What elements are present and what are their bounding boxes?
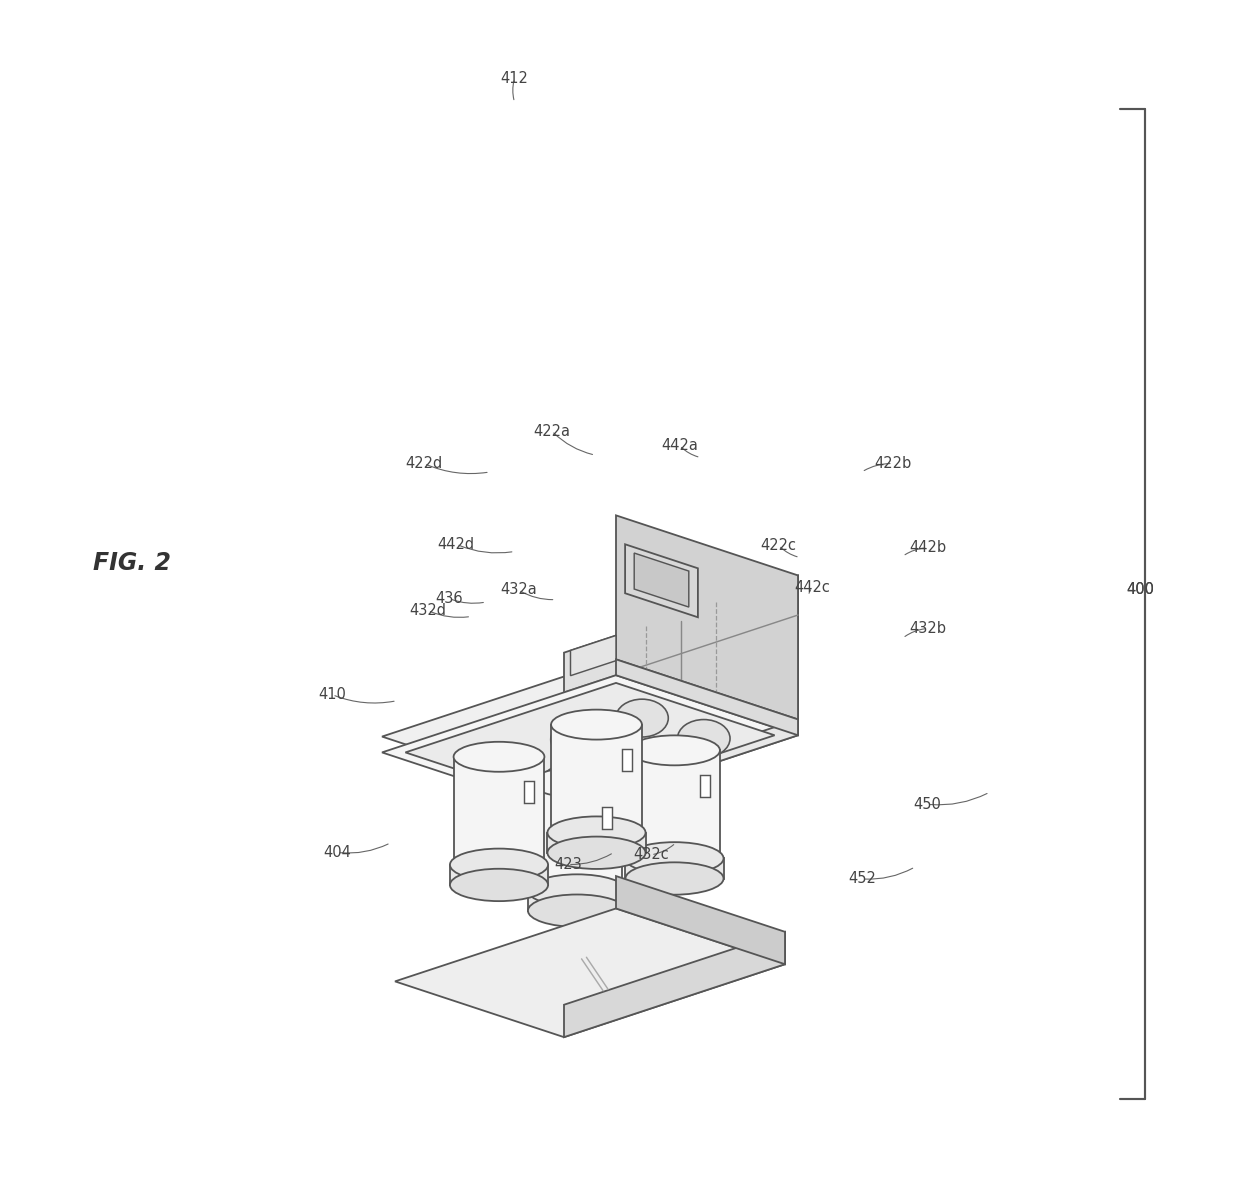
Text: 432b: 432b — [909, 621, 946, 636]
Polygon shape — [551, 725, 642, 833]
Text: 436: 436 — [435, 591, 463, 606]
Polygon shape — [625, 858, 724, 879]
Ellipse shape — [625, 862, 724, 895]
Ellipse shape — [613, 740, 665, 779]
Ellipse shape — [532, 875, 622, 905]
Polygon shape — [625, 544, 698, 618]
Ellipse shape — [479, 744, 532, 783]
Polygon shape — [396, 909, 785, 1037]
Polygon shape — [405, 683, 775, 804]
Polygon shape — [564, 932, 785, 1037]
Polygon shape — [450, 864, 548, 885]
Ellipse shape — [551, 721, 604, 759]
Bar — [525, 781, 534, 803]
Ellipse shape — [450, 849, 548, 881]
Text: 422a: 422a — [533, 424, 570, 438]
Text: 442c: 442c — [795, 580, 830, 595]
Ellipse shape — [551, 709, 642, 739]
Ellipse shape — [677, 720, 730, 757]
Ellipse shape — [547, 837, 646, 869]
Polygon shape — [532, 783, 622, 891]
Ellipse shape — [528, 895, 626, 927]
Ellipse shape — [551, 818, 642, 848]
Text: 404: 404 — [324, 845, 351, 860]
Polygon shape — [564, 576, 799, 797]
Text: 422b: 422b — [874, 456, 911, 471]
Ellipse shape — [547, 816, 646, 849]
Bar — [603, 807, 613, 828]
Ellipse shape — [629, 736, 720, 766]
Text: 432d: 432d — [409, 603, 446, 618]
Bar — [699, 774, 711, 797]
Ellipse shape — [625, 842, 724, 874]
Polygon shape — [634, 553, 688, 607]
Polygon shape — [382, 660, 799, 797]
Bar — [622, 749, 632, 771]
Ellipse shape — [450, 869, 548, 901]
Polygon shape — [528, 891, 626, 910]
Text: 422c: 422c — [760, 538, 797, 553]
Polygon shape — [547, 833, 646, 852]
Polygon shape — [616, 515, 799, 720]
Polygon shape — [454, 757, 544, 864]
Text: 422d: 422d — [405, 456, 443, 471]
Text: 452: 452 — [848, 872, 875, 886]
Polygon shape — [616, 660, 799, 736]
Text: 400: 400 — [1127, 583, 1154, 597]
Ellipse shape — [454, 742, 544, 772]
Text: FIG. 2: FIG. 2 — [93, 551, 171, 576]
Text: 450: 450 — [914, 797, 941, 811]
Text: 442d: 442d — [438, 537, 475, 551]
Ellipse shape — [532, 767, 622, 797]
Text: 412: 412 — [501, 71, 528, 85]
Polygon shape — [570, 636, 616, 675]
Ellipse shape — [629, 843, 720, 873]
Ellipse shape — [528, 874, 626, 907]
Text: 410: 410 — [319, 687, 346, 702]
Polygon shape — [616, 877, 785, 964]
Text: 442b: 442b — [909, 541, 946, 555]
Text: 442a: 442a — [661, 438, 698, 453]
Text: 432c: 432c — [634, 848, 668, 862]
Text: 432a: 432a — [500, 583, 537, 597]
Ellipse shape — [541, 765, 594, 802]
Polygon shape — [564, 720, 799, 813]
Ellipse shape — [616, 700, 668, 737]
Text: 400: 400 — [1127, 583, 1154, 597]
Ellipse shape — [454, 850, 544, 880]
Text: 423: 423 — [554, 857, 582, 872]
Polygon shape — [629, 750, 720, 858]
Polygon shape — [382, 675, 799, 813]
